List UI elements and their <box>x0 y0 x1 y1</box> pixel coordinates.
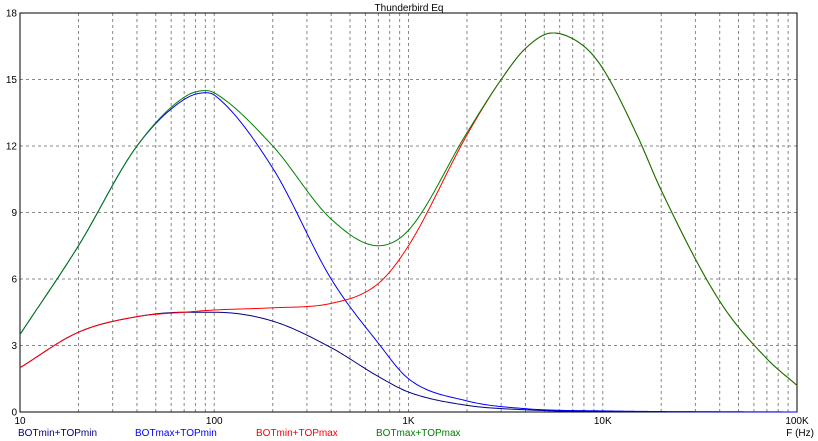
y-tick-label: 9 <box>11 208 17 219</box>
y-tick-label: 6 <box>11 275 17 286</box>
x-tick-label: 100K <box>785 416 809 427</box>
y-tick-label: 3 <box>11 341 17 352</box>
legend-entry: BOTmax+TOPmax <box>376 428 461 439</box>
chart-title: Thunderbird Eq <box>375 3 444 14</box>
series-layer <box>19 32 798 413</box>
legend: BOTmin+TOPmin BOTmax+TOPmin BOTmin+TOPmax B… <box>18 428 461 439</box>
x-tick-label: 10 <box>14 416 26 427</box>
legend-entry: BOTmax+TOPmin <box>135 428 217 439</box>
grid <box>20 13 797 412</box>
y-tick-label: 15 <box>6 75 18 86</box>
x-tick-label: 100 <box>206 416 223 427</box>
series-line-4 <box>19 32 798 386</box>
plot-frame <box>19 12 798 413</box>
y-tick-label: 12 <box>6 142 18 153</box>
x-tick-label: 1K <box>402 416 415 427</box>
legend-entry: BOTmin+TOPmax <box>256 428 338 439</box>
tick-labels: 0 3 6 9 12 15 18 10 100 1K 10K 100K <box>6 9 809 428</box>
x-axis-label: F (Hz) <box>786 428 814 439</box>
y-tick-label: 18 <box>6 9 18 20</box>
legend-entry: BOTmin+TOPmin <box>18 428 97 439</box>
y-tick-label: 0 <box>11 408 17 419</box>
x-tick-label: 10K <box>594 416 612 427</box>
